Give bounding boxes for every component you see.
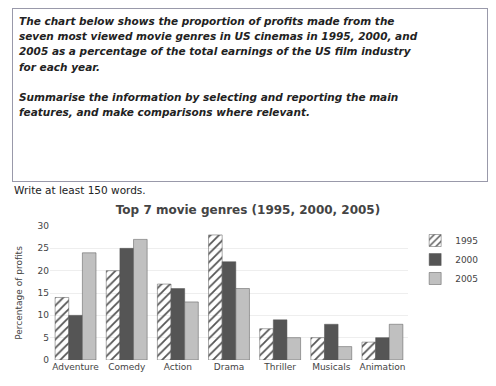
svg-text:15: 15 — [38, 288, 49, 298]
svg-text:Drama: Drama — [214, 362, 244, 372]
html-text:2005 as a percentage of the to: 2005 as a percentage of the total earnin… — [19, 45, 411, 58]
svg-text:Percentage of profits: Percentage of profits — [14, 246, 24, 340]
svg-text:5: 5 — [43, 333, 49, 343]
svg-text:Comedy: Comedy — [108, 362, 146, 372]
svg-text:Action: Action — [164, 362, 192, 372]
svg-text:Top 7 movie genres (1995, 2000: Top 7 movie genres (1995, 2000, 2005) — [116, 203, 380, 217]
svg-text:30: 30 — [38, 221, 50, 231]
html-text:for each year.: for each year. — [19, 60, 100, 73]
svg-text:Animation: Animation — [359, 362, 405, 372]
svg-text:2000: 2000 — [455, 255, 478, 265]
html-text:features, and make comparisons: features, and make comparisons where rel… — [19, 106, 310, 119]
svg-text:2005: 2005 — [455, 274, 478, 284]
html-text:Summarise the information by s: Summarise the information by selecting a… — [19, 91, 399, 104]
html-text:seven most viewed movie genres: seven most viewed movie genres in US cin… — [19, 30, 418, 43]
svg-text:20: 20 — [38, 266, 50, 276]
svg-text:1995: 1995 — [455, 236, 478, 246]
svg-text:Adventure: Adventure — [52, 362, 99, 372]
svg-text:0: 0 — [43, 355, 49, 365]
svg-text:Thriller: Thriller — [263, 362, 296, 372]
html-text:Write at least 150 words.: Write at least 150 words. — [14, 184, 146, 196]
svg-text:Musicals: Musicals — [312, 362, 351, 372]
svg-text:25: 25 — [38, 243, 49, 253]
html-text:The chart below shows the prop: The chart below shows the proportion of … — [19, 15, 395, 27]
svg-text:10: 10 — [38, 310, 50, 320]
